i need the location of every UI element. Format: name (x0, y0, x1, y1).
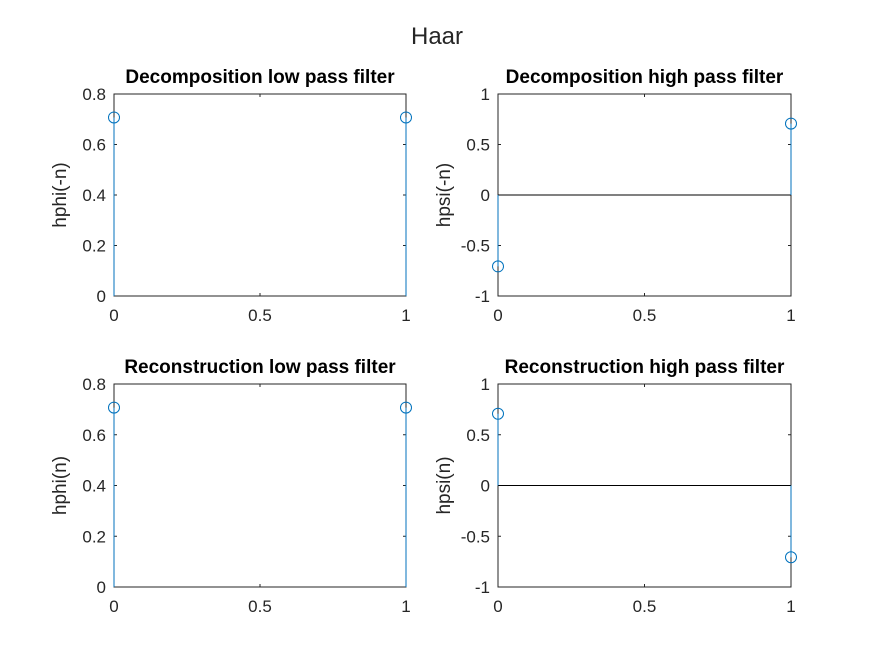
subplot-title: Reconstruction high pass filter (505, 357, 785, 378)
x-tick-label: 0 (109, 306, 118, 325)
axes-box (113, 93, 407, 297)
x-tick-label: 0.5 (248, 306, 272, 325)
y-tick-label: 1 (481, 375, 490, 394)
x-tick-label: 1 (786, 597, 795, 616)
y-tick-label: 0 (481, 186, 490, 205)
x-tick-label: 0.5 (633, 306, 657, 325)
stem-marker (785, 117, 797, 130)
y-axis-label: hphi(-n) (50, 162, 71, 227)
x-tick-label: 0.5 (633, 597, 657, 616)
subplot-title: Reconstruction low pass filter (124, 357, 396, 378)
stem-marker (400, 401, 412, 414)
stem-marker (492, 407, 504, 420)
x-tick-label: 0.5 (248, 597, 272, 616)
y-tick-label: -0.5 (461, 237, 490, 256)
y-axis-label: hpsi(n) (434, 456, 455, 514)
y-tick-label: 0 (97, 578, 106, 597)
y-tick-label: 0.6 (82, 426, 106, 445)
y-axis-label: hpsi(-n) (434, 163, 455, 227)
axes-box (113, 383, 407, 588)
y-tick-label: 0.8 (82, 85, 106, 104)
subplot-title: Decomposition high pass filter (506, 67, 784, 88)
y-axis-label: hphi(n) (50, 456, 71, 515)
y-tick-label: 1 (481, 85, 490, 104)
stem-marker (400, 111, 412, 124)
y-tick-label: 0 (97, 287, 106, 306)
y-tick-label: 0.5 (466, 426, 490, 445)
y-tick-label: 0 (481, 477, 490, 496)
y-tick-label: -1 (475, 578, 490, 597)
figure-title: Haar (411, 23, 463, 50)
x-tick-label: 1 (401, 306, 410, 325)
y-tick-label: -0.5 (461, 527, 490, 546)
x-tick-label: 0 (493, 597, 502, 616)
y-tick-label: 0.5 (466, 136, 490, 155)
y-tick-label: 0.4 (82, 186, 106, 205)
x-tick-label: 0 (109, 597, 118, 616)
subplot-4: 0 0.5 1 -1 -0.5 0 0.5 1 Reconstruction high pass… (434, 357, 797, 616)
stem-marker (108, 111, 120, 124)
subplot-1: 0 0.5 1 0 0.2 0.4 0.6 0.8 Decomposition low pass… (50, 67, 412, 325)
y-tick-label: 0.2 (82, 237, 106, 256)
subplot-grid: 0 0.5 1 0 0.2 0.4 0.6 0.8 Decomposition low pass… (50, 67, 797, 616)
y-tick-label: 0.8 (82, 375, 106, 394)
x-tick-label: 1 (786, 306, 795, 325)
y-tick-label: -1 (475, 287, 490, 306)
stem-marker (785, 551, 797, 564)
y-tick-label: 0.2 (82, 527, 106, 546)
subplot-title: Decomposition low pass filter (125, 67, 395, 88)
subplot-2: 0 0.5 1 -1 -0.5 0 0.5 1 Decomposition high pass … (434, 67, 797, 325)
y-tick-label: 0.4 (82, 477, 106, 496)
x-tick-label: 0 (493, 306, 502, 325)
stem-marker (108, 401, 120, 414)
stem-marker (492, 260, 504, 273)
subplot-3: 0 0.5 1 0 0.2 0.4 0.6 0.8 Reconstruction low pas… (50, 357, 412, 616)
y-tick-label: 0.6 (82, 136, 106, 155)
x-tick-label: 1 (401, 597, 410, 616)
